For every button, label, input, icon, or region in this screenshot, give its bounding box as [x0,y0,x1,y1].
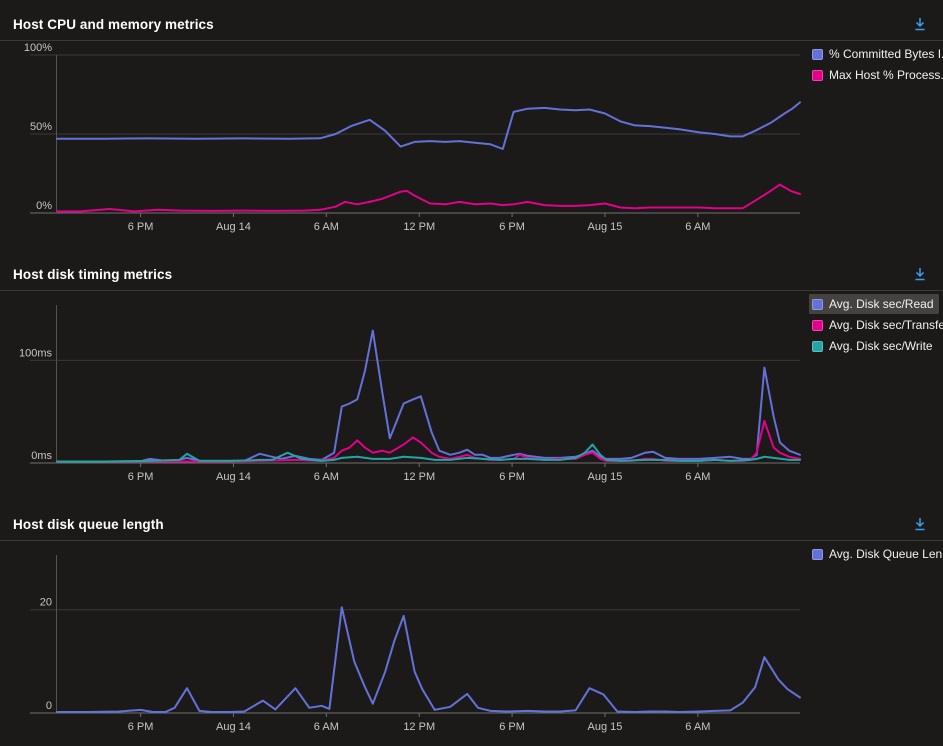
legend-item[interactable]: % Committed Bytes I... [809,44,943,64]
y-axis-tick-label: 0ms [31,450,52,462]
x-axis-tick-label: 12 PM [403,721,435,733]
legend-item[interactable]: Max Host % Process... [809,65,943,85]
series-lines [56,101,801,213]
x-axis-tick-label: 6 AM [685,221,710,233]
x-axis-tick-label: 6 PM [499,471,525,483]
x-axis-tick-label: 6 AM [314,721,339,733]
x-axis-tick-label: 6 PM [499,721,525,733]
y-axis-tick-label: 100ms [19,347,53,359]
x-axis-tick-label: Aug 15 [588,721,623,733]
download-icon [915,268,925,281]
x-axis-tick-label: Aug 15 [588,221,623,233]
chart-plot-area: 20 0 6 PM Aug 14 6 AM 12 PM 6 PM Aug 15 6 AM [0,541,807,746]
x-axis-ticks: 6 PM Aug 14 6 AM 12 PM 6 PM Aug 15 6 AM [128,463,710,483]
chart-section-host-disk-timing: Host disk timing metrics 100ms 0ms 6 PM Aug… [0,254,943,504]
download-chart-button[interactable] [910,264,930,284]
legend-label: % Committed Bytes I... [829,47,943,61]
legend-label: Max Host % Process... [829,68,943,82]
chart-body: 100% 50% 0% 6 PM Aug 14 6 AM 12 PM 6 PM Aug 15 6 … [0,41,943,248]
x-axis-tick-label: 6 AM [685,471,710,483]
y-axis-tick-label: 0 [46,700,52,712]
y-axis-tick-label: 0% [36,200,52,212]
x-axis-ticks: 6 PM Aug 14 6 AM 12 PM 6 PM Aug 15 6 AM [128,713,710,733]
x-axis-tick-label: 6 AM [314,471,339,483]
legend-swatch [812,340,823,352]
x-axis-tick-label: 6 PM [128,221,154,233]
x-axis-tick-label: Aug 14 [216,471,251,483]
series-line [56,443,801,463]
chart-title: Host disk timing metrics [13,266,173,282]
legend-item[interactable]: Avg. Disk sec/Read [809,294,939,314]
legend-label: Avg. Disk sec/Write [829,339,933,353]
series-line [56,606,801,713]
legend-label: Avg. Disk sec/Transfer [829,318,943,332]
chart-legend: Avg. Disk sec/Read Avg. Disk sec/Transfer… [807,291,943,357]
y-gridlines: 100% 50% 0% [24,42,800,214]
x-axis-tick-label: Aug 14 [216,221,251,233]
y-gridlines: 100ms 0ms [19,347,800,464]
chart-canvas: 20 0 6 PM Aug 14 6 AM 12 PM 6 PM Aug 15 6 AM [30,555,801,733]
header-separator [0,540,943,541]
legend-swatch [812,69,823,81]
x-axis-tick-label: Aug 14 [216,721,251,733]
legend-item[interactable]: Avg. Disk sec/Transfer [809,315,943,335]
chart-canvas: 100ms 0ms 6 PM Aug 14 6 AM 12 PM 6 PM Aug 15 6 A… [19,305,801,483]
y-gridlines: 20 0 [30,597,800,714]
chart-legend: Avg. Disk Queue Len... [807,541,943,565]
chart-header: Host disk queue length [0,512,943,536]
download-icon [915,518,925,531]
download-chart-button[interactable] [910,14,930,34]
x-axis-tick-label: 6 PM [128,721,154,733]
chart-plot-area: 100ms 0ms 6 PM Aug 14 6 AM 12 PM 6 PM Aug 15 6 A… [0,291,807,498]
legend-swatch [812,548,823,560]
chart-header: Host CPU and memory metrics [0,12,943,36]
legend-swatch [812,48,823,60]
chart-body: 100ms 0ms 6 PM Aug 14 6 AM 12 PM 6 PM Aug 15 6 A… [0,291,943,498]
chart-plot-area: 100% 50% 0% 6 PM Aug 14 6 AM 12 PM 6 PM Aug 15 6 … [0,41,807,248]
y-axis-tick-label: 50% [30,121,52,133]
chart-header: Host disk timing metrics [0,262,943,286]
legend-swatch [812,319,823,331]
download-chart-button[interactable] [910,514,930,534]
chart-body: 20 0 6 PM Aug 14 6 AM 12 PM 6 PM Aug 15 6 AM Avg… [0,541,943,746]
x-axis-tick-label: 6 PM [128,471,154,483]
x-axis-tick-label: 12 PM [403,471,435,483]
x-axis-ticks: 6 PM Aug 14 6 AM 12 PM 6 PM Aug 15 6 AM [128,213,710,233]
download-icon [915,18,925,31]
header-separator [0,290,943,291]
y-axis-tick-label: 20 [40,597,52,609]
x-axis-tick-label: 6 AM [685,721,710,733]
chart-legend: % Committed Bytes I... Max Host % Process… [807,41,943,86]
y-axis-tick-label: 100% [24,42,52,54]
chart-section-host-disk-queue: Host disk queue length 20 0 6 PM Aug 14 6 AM… [0,504,943,746]
series-lines [56,606,801,713]
x-axis-tick-label: Aug 15 [588,471,623,483]
x-axis-tick-label: 12 PM [403,221,435,233]
series-line [56,419,801,463]
series-lines [56,329,801,463]
legend-item[interactable]: Avg. Disk sec/Write [809,336,938,356]
chart-title: Host disk queue length [13,516,164,532]
series-line [56,329,801,463]
legend-swatch [812,298,823,310]
legend-label: Avg. Disk Queue Len... [829,547,943,561]
series-line [56,183,801,213]
chart-title: Host CPU and memory metrics [13,16,214,32]
x-axis-tick-label: 6 PM [499,221,525,233]
x-axis-tick-label: 6 AM [314,221,339,233]
series-line [56,101,801,150]
legend-label: Avg. Disk sec/Read [829,297,934,311]
chart-canvas: 100%50%0%6 PM Aug 14 6 AM 12 PM 6 PM Aug 15 6 … [24,42,801,233]
chart-section-host-cpu-memory: Host CPU and memory metrics 100% 50% 0% 6 P… [0,4,943,254]
legend-item[interactable]: Avg. Disk Queue Len... [809,544,943,564]
header-separator [0,40,943,41]
